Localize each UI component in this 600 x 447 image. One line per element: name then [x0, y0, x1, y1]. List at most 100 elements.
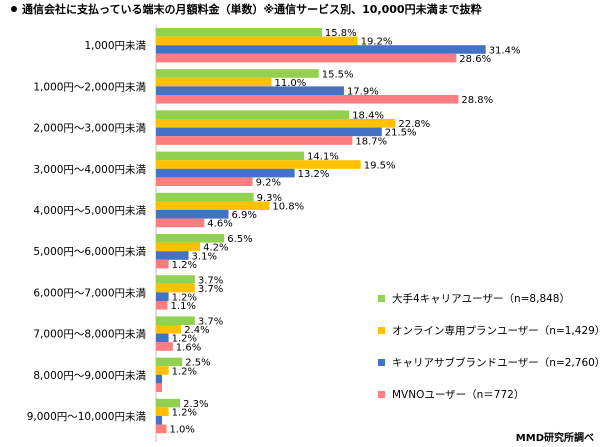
data-label: 1.0%	[170, 425, 195, 436]
chart-title: 通信会社に支払っている端末の月額料金（単数）※通信サービス別、10,000円未満…	[22, 2, 482, 16]
data-label: 1.2%	[172, 334, 197, 345]
bar	[156, 251, 189, 260]
legend-label: MVNOユーザー（n＝772）	[392, 389, 524, 401]
bar	[156, 136, 353, 145]
data-label: 1.2%	[172, 293, 197, 304]
category-label: 2,000円～3,000円未満	[33, 123, 146, 135]
legend-swatch	[378, 327, 385, 334]
bar	[156, 342, 173, 351]
data-label: 13.2%	[298, 169, 330, 180]
data-label: 1.2%	[172, 366, 197, 377]
legend-label: 大手4キャリアユーザー（n=8,848）	[392, 292, 570, 305]
data-label: 6.9%	[231, 210, 256, 221]
data-label: 2.5%	[185, 358, 210, 369]
category-label: 5,000円～6,000円未満	[33, 246, 146, 258]
data-label: 22.8%	[398, 119, 430, 130]
category-label: 6,000円～7,000円未満	[33, 287, 146, 299]
data-label: 6.5%	[227, 234, 252, 245]
bar	[156, 168, 295, 178]
legend: 大手4キャリアユーザー（n=8,848） オンライン専用プランユーザー（n=1,4…	[378, 292, 600, 401]
bar	[156, 95, 459, 104]
bar	[156, 192, 254, 202]
bar	[156, 119, 396, 128]
data-label: 31.4%	[489, 45, 521, 56]
bar	[156, 201, 270, 210]
bar	[156, 292, 169, 301]
bar	[156, 86, 344, 95]
data-label: 1.1%	[171, 301, 196, 312]
data-label: 2.4%	[184, 325, 209, 336]
data-label: 11.0%	[275, 78, 307, 89]
source-credit: MMD研究所調べ	[516, 431, 594, 444]
bar	[156, 259, 169, 269]
category-label: 1,000円～2,000円未満	[33, 81, 146, 93]
bar	[156, 127, 382, 137]
bar	[156, 151, 305, 161]
bar	[156, 210, 229, 219]
data-label: 4.2%	[203, 243, 228, 254]
bar	[156, 333, 169, 343]
bar	[156, 398, 181, 408]
legend-label: オンライン専用プランユーザー（n=1,429）	[392, 325, 600, 337]
bar	[156, 177, 253, 186]
bar	[156, 283, 195, 293]
legend-swatch	[378, 295, 385, 302]
bar	[156, 301, 168, 310]
title-bullet	[11, 6, 17, 12]
data-label: 3.7%	[198, 317, 223, 328]
data-label: 18.4%	[352, 111, 384, 122]
bar	[156, 242, 201, 252]
bar	[156, 45, 486, 54]
category-label: 4,000円～5,000円未満	[33, 205, 146, 217]
bar	[156, 234, 225, 243]
data-label: 19.2%	[361, 37, 393, 48]
bar	[156, 407, 169, 416]
data-label: 1.2%	[172, 408, 197, 419]
data-label: 2.3%	[183, 399, 208, 410]
bar	[156, 316, 195, 325]
data-label: 15.8%	[325, 28, 357, 39]
data-label: 10.8%	[272, 202, 304, 213]
bar	[156, 366, 169, 375]
data-label: 21.5%	[385, 128, 417, 139]
data-label: 3.7%	[198, 275, 223, 286]
data-label: 3.7%	[198, 284, 223, 295]
data-label: 18.7%	[355, 136, 387, 147]
bar	[156, 160, 361, 169]
legend-swatch	[378, 359, 385, 366]
bar	[156, 374, 162, 384]
legend-label: キャリアサブブランドユーザー（n=2,760）	[392, 356, 600, 369]
data-label: 17.9%	[347, 87, 379, 98]
bar	[156, 218, 205, 228]
bar	[156, 28, 322, 37]
bar	[156, 110, 350, 119]
bar	[156, 383, 162, 392]
data-label: 3.1%	[192, 251, 217, 262]
bar	[156, 36, 358, 46]
data-label: 15.5%	[322, 69, 354, 80]
category-label: 3,000円～4,000円未満	[33, 164, 146, 176]
bars-layer: 1,000円未満 15.8% 19.2% 31.4%28.6% 1,000円～2,000…	[27, 28, 521, 436]
legend-swatch	[378, 391, 385, 398]
data-label: 9.3%	[257, 193, 282, 204]
category-label: 7,000円～8,000円未満	[33, 329, 146, 341]
bar	[156, 424, 167, 434]
bar	[156, 325, 182, 334]
data-label: 14.1%	[307, 152, 339, 163]
bar	[156, 77, 272, 87]
data-label: 1.6%	[176, 342, 201, 353]
data-label: 1.2%	[172, 260, 197, 271]
bar	[156, 69, 319, 78]
data-label: 4.6%	[207, 219, 232, 230]
bar	[156, 357, 183, 367]
bar	[156, 275, 195, 284]
category-label: 8,000円～9,000円未満	[33, 370, 146, 382]
bar	[156, 416, 162, 425]
bar	[156, 53, 457, 63]
data-label: 9.2%	[256, 178, 281, 189]
data-label: 19.5%	[364, 160, 396, 171]
category-label: 9,000円～10,000円未満	[27, 411, 147, 423]
category-label: 1,000円未満	[84, 40, 146, 52]
data-label: 28.8%	[461, 95, 493, 106]
